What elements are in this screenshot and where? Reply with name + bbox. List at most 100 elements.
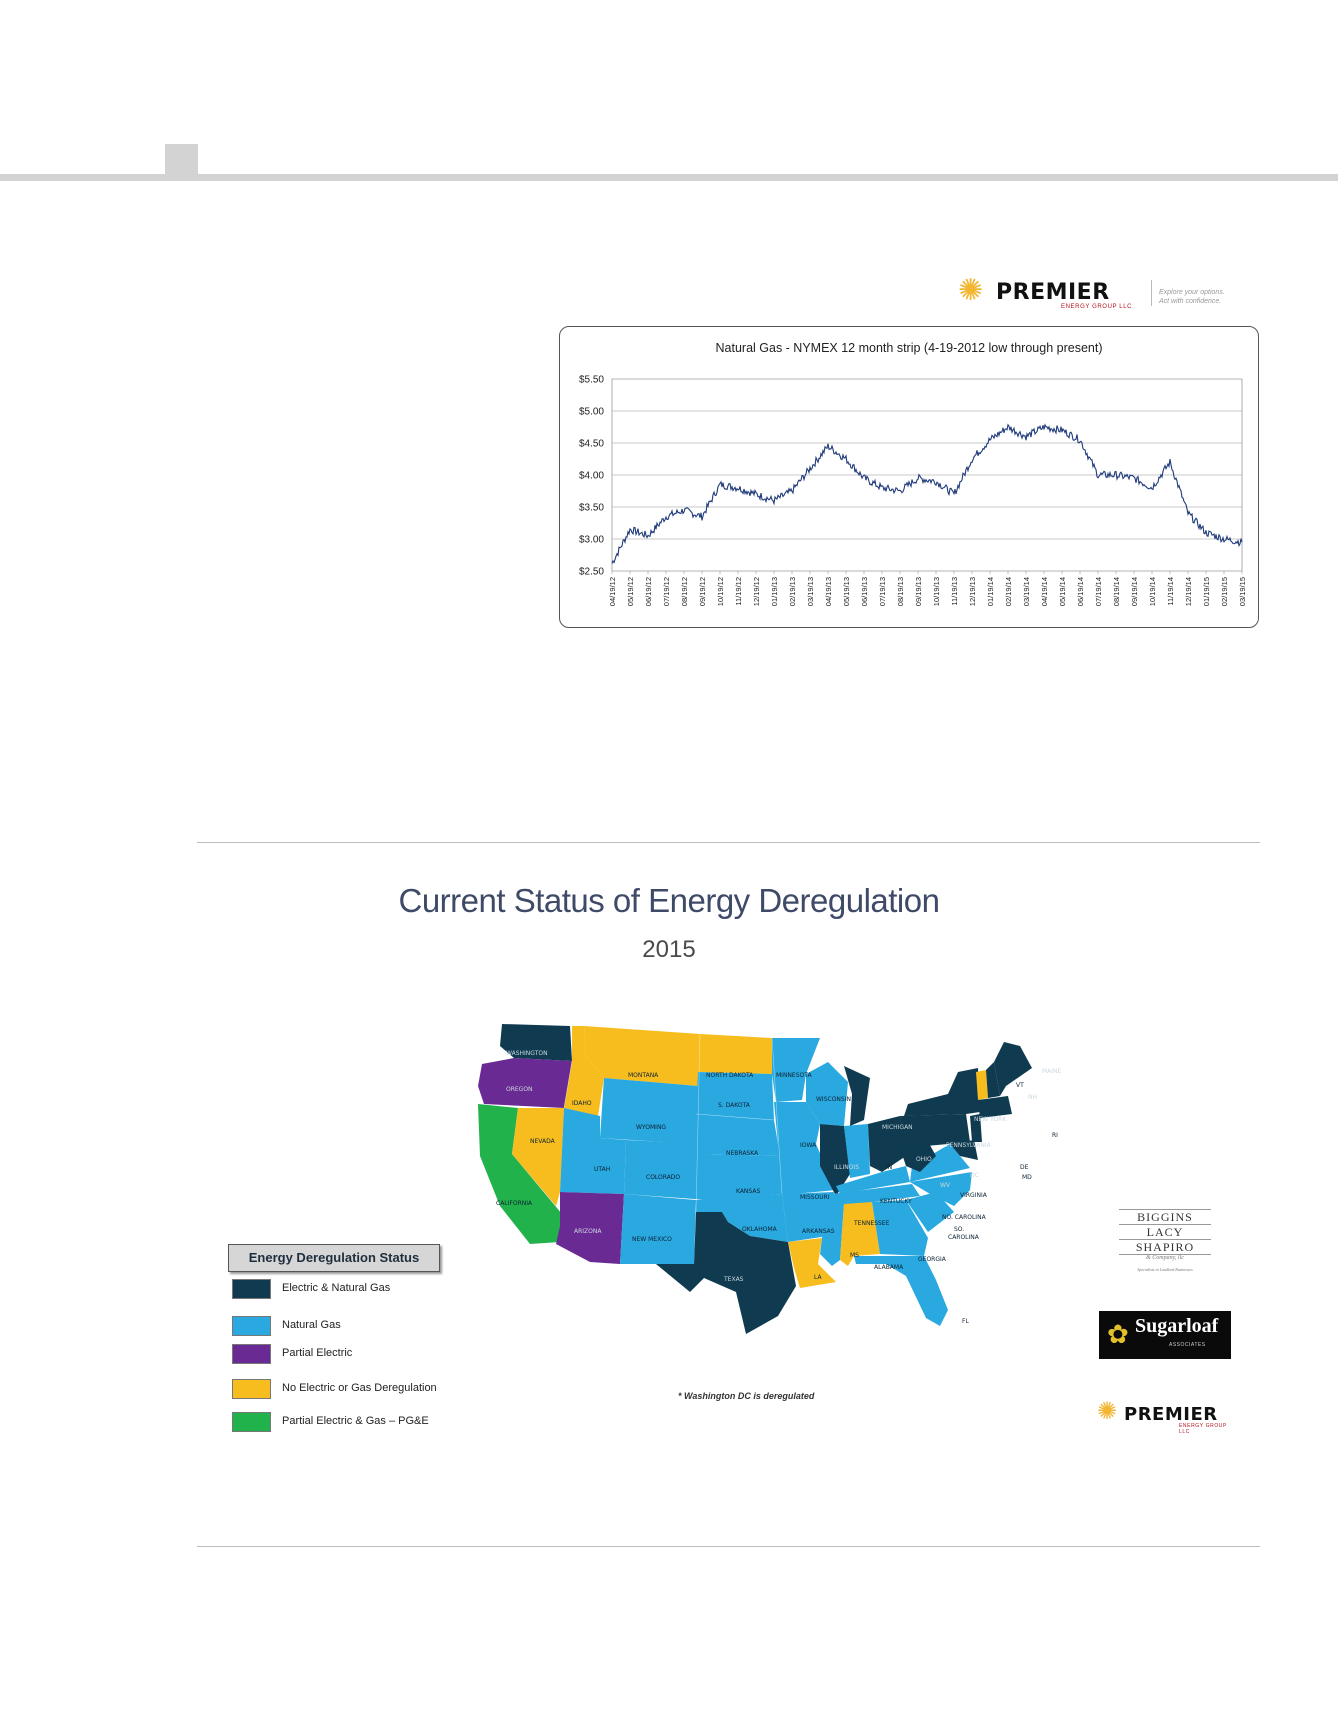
- label-nebraska: NEBRASKA: [726, 1150, 759, 1157]
- state-utah: [560, 1108, 626, 1194]
- state-nebraska: [696, 1114, 780, 1156]
- label-north-dakota: NORTH DAKOTA: [706, 1072, 754, 1079]
- state-illinois: [820, 1124, 850, 1196]
- label-missouri: MISSOURI: [800, 1194, 830, 1201]
- section-title: Current Status of Energy Deregulation: [398, 882, 940, 919]
- x-tick-label: 07/19/14: [1094, 577, 1103, 606]
- state-vermont: [976, 1070, 988, 1100]
- x-tick-label: 02/19/14: [1004, 577, 1013, 606]
- state-new-england-south: [978, 1096, 1012, 1118]
- x-tick-label: 09/19/13: [914, 577, 923, 606]
- state-oregon: [478, 1058, 572, 1108]
- state-nevada: [512, 1108, 564, 1206]
- leaf-icon: ✿: [1107, 1319, 1129, 1349]
- series-line: [611, 423, 1243, 564]
- bls-rule: [1119, 1239, 1211, 1240]
- premier-brand: PREMIER: [996, 280, 1110, 305]
- section-year: 2015: [642, 936, 696, 963]
- x-tick-label: 08/19/14: [1112, 577, 1121, 606]
- state-kansas: [708, 1154, 782, 1200]
- logo-divider: [1151, 280, 1152, 306]
- state-mississippi: [820, 1204, 844, 1266]
- label-mississippi: MS: [850, 1252, 859, 1259]
- label-rhode-island: RI: [1052, 1132, 1058, 1139]
- label-washington: WASHINGTON: [506, 1050, 548, 1057]
- label-new-york: NEW YORK: [974, 1116, 1007, 1123]
- label-michigan: MICHIGAN: [882, 1124, 913, 1131]
- us-deregulation-map: WASHINGTON OREGON CALIFORNIA NEVADA IDAH…: [460, 1016, 1080, 1356]
- y-tick-label: $4.00: [579, 471, 604, 482]
- x-tick-label: 04/19/14: [1040, 577, 1049, 606]
- state-wyoming: [600, 1078, 698, 1144]
- x-tick-label: 12/19/14: [1184, 577, 1193, 606]
- label-arizona: ARIZONA: [574, 1228, 602, 1235]
- x-tick-label: 11/19/12: [734, 577, 743, 606]
- x-tick-label: 08/19/13: [896, 577, 905, 606]
- label-minnesota: MINNESOTA: [776, 1072, 812, 1079]
- state-colorado: [624, 1140, 708, 1200]
- state-idaho: [564, 1026, 604, 1116]
- natural-gas-chart: Natural Gas - NYMEX 12 month strip (4-19…: [559, 326, 1259, 628]
- state-missouri: [778, 1144, 836, 1194]
- x-tick-label: 01/19/15: [1202, 577, 1211, 606]
- label-north-carolina: NO. CAROLINA: [942, 1214, 986, 1221]
- label-ohio: OHIO: [916, 1156, 932, 1163]
- premier-tagline-1: Explore your options.: [1159, 289, 1225, 296]
- state-oklahoma: [696, 1194, 788, 1242]
- state-iowa: [774, 1102, 820, 1144]
- state-north-carolina: [910, 1172, 972, 1206]
- label-texas: TEXAS: [724, 1276, 744, 1283]
- bls-rule: [1119, 1209, 1211, 1210]
- bls-rule: [1119, 1254, 1211, 1255]
- sugarloaf-sub: ASSOCIATES: [1169, 1342, 1206, 1348]
- section-divider-top: [197, 842, 1260, 843]
- state-arkansas: [782, 1192, 834, 1242]
- sunburst-icon: ✺: [1097, 1398, 1118, 1425]
- bls-line-1: BIGGINS: [1137, 1210, 1193, 1224]
- x-tick-label: 12/19/13: [968, 577, 977, 606]
- x-tick-label: 06/19/14: [1076, 577, 1085, 606]
- label-indiana: IN: [886, 1164, 893, 1171]
- state-ohio: [868, 1116, 906, 1172]
- legend-label: Natural Gas: [282, 1319, 341, 1331]
- state-borders: [563, 1033, 783, 1213]
- x-tick-label: 02/19/15: [1220, 577, 1229, 606]
- sugarloaf-logo: ✿ Sugarloaf ASSOCIATES: [1099, 1311, 1231, 1359]
- state-texas: [656, 1212, 796, 1334]
- label-new-mexico: NEW MEXICO: [632, 1236, 672, 1243]
- state-virginia: [910, 1144, 970, 1182]
- label-kentucky: KENTUCKY: [880, 1198, 912, 1205]
- label-dc: DC: [970, 1172, 979, 1179]
- x-tick-label: 01/19/13: [770, 577, 779, 606]
- state-california: [478, 1104, 572, 1244]
- state-new-hampshire: [986, 1062, 1000, 1098]
- x-tick-label: 10/19/13: [932, 577, 941, 606]
- chart-svg: $2.50 $3.00 $3.50 $4.00 $4.50 $5.00 $5.50 04/19…: [579, 375, 1247, 607]
- label-south-dakota: S. DAKOTA: [718, 1102, 750, 1109]
- legend-swatch: [232, 1316, 271, 1336]
- sunburst-icon: ✺: [958, 274, 984, 307]
- page-tab-marker: [165, 144, 198, 181]
- label-virginia: VIRGINIA: [960, 1192, 987, 1199]
- label-utah: UTAH: [594, 1166, 611, 1173]
- premier-logo-bottom: ✺ PREMIER ENERGY GROUP LLC: [1097, 1398, 1237, 1436]
- chart-title: Natural Gas - NYMEX 12 month strip (4-19…: [715, 341, 1103, 355]
- label-kansas: KANSAS: [736, 1188, 761, 1195]
- y-tick-label: $4.50: [579, 439, 604, 450]
- x-tick-label: 04/19/13: [824, 577, 833, 606]
- y-tick-label: $3.00: [579, 535, 604, 546]
- premier-brand-bottom: PREMIER: [1124, 1404, 1218, 1425]
- state-new-jersey: [970, 1114, 982, 1142]
- label-idaho: IDAHO: [572, 1100, 592, 1107]
- legend-label: No Electric or Gas Deregulation: [282, 1382, 437, 1394]
- x-tick-label: 05/19/12: [626, 577, 635, 606]
- state-louisiana: [788, 1238, 836, 1288]
- legend-label: Partial Electric & Gas – PG&E: [282, 1415, 429, 1427]
- premier-subtitle-bottom: ENERGY GROUP LLC: [1179, 1423, 1227, 1435]
- state-kentucky: [836, 1166, 910, 1194]
- state-michigan: [844, 1066, 870, 1126]
- label-maryland: MD: [1022, 1174, 1032, 1181]
- bls-line-4: & Company, llc: [1146, 1255, 1184, 1261]
- x-tick-label: 01/19/14: [986, 577, 995, 606]
- bls-rule: [1119, 1224, 1211, 1225]
